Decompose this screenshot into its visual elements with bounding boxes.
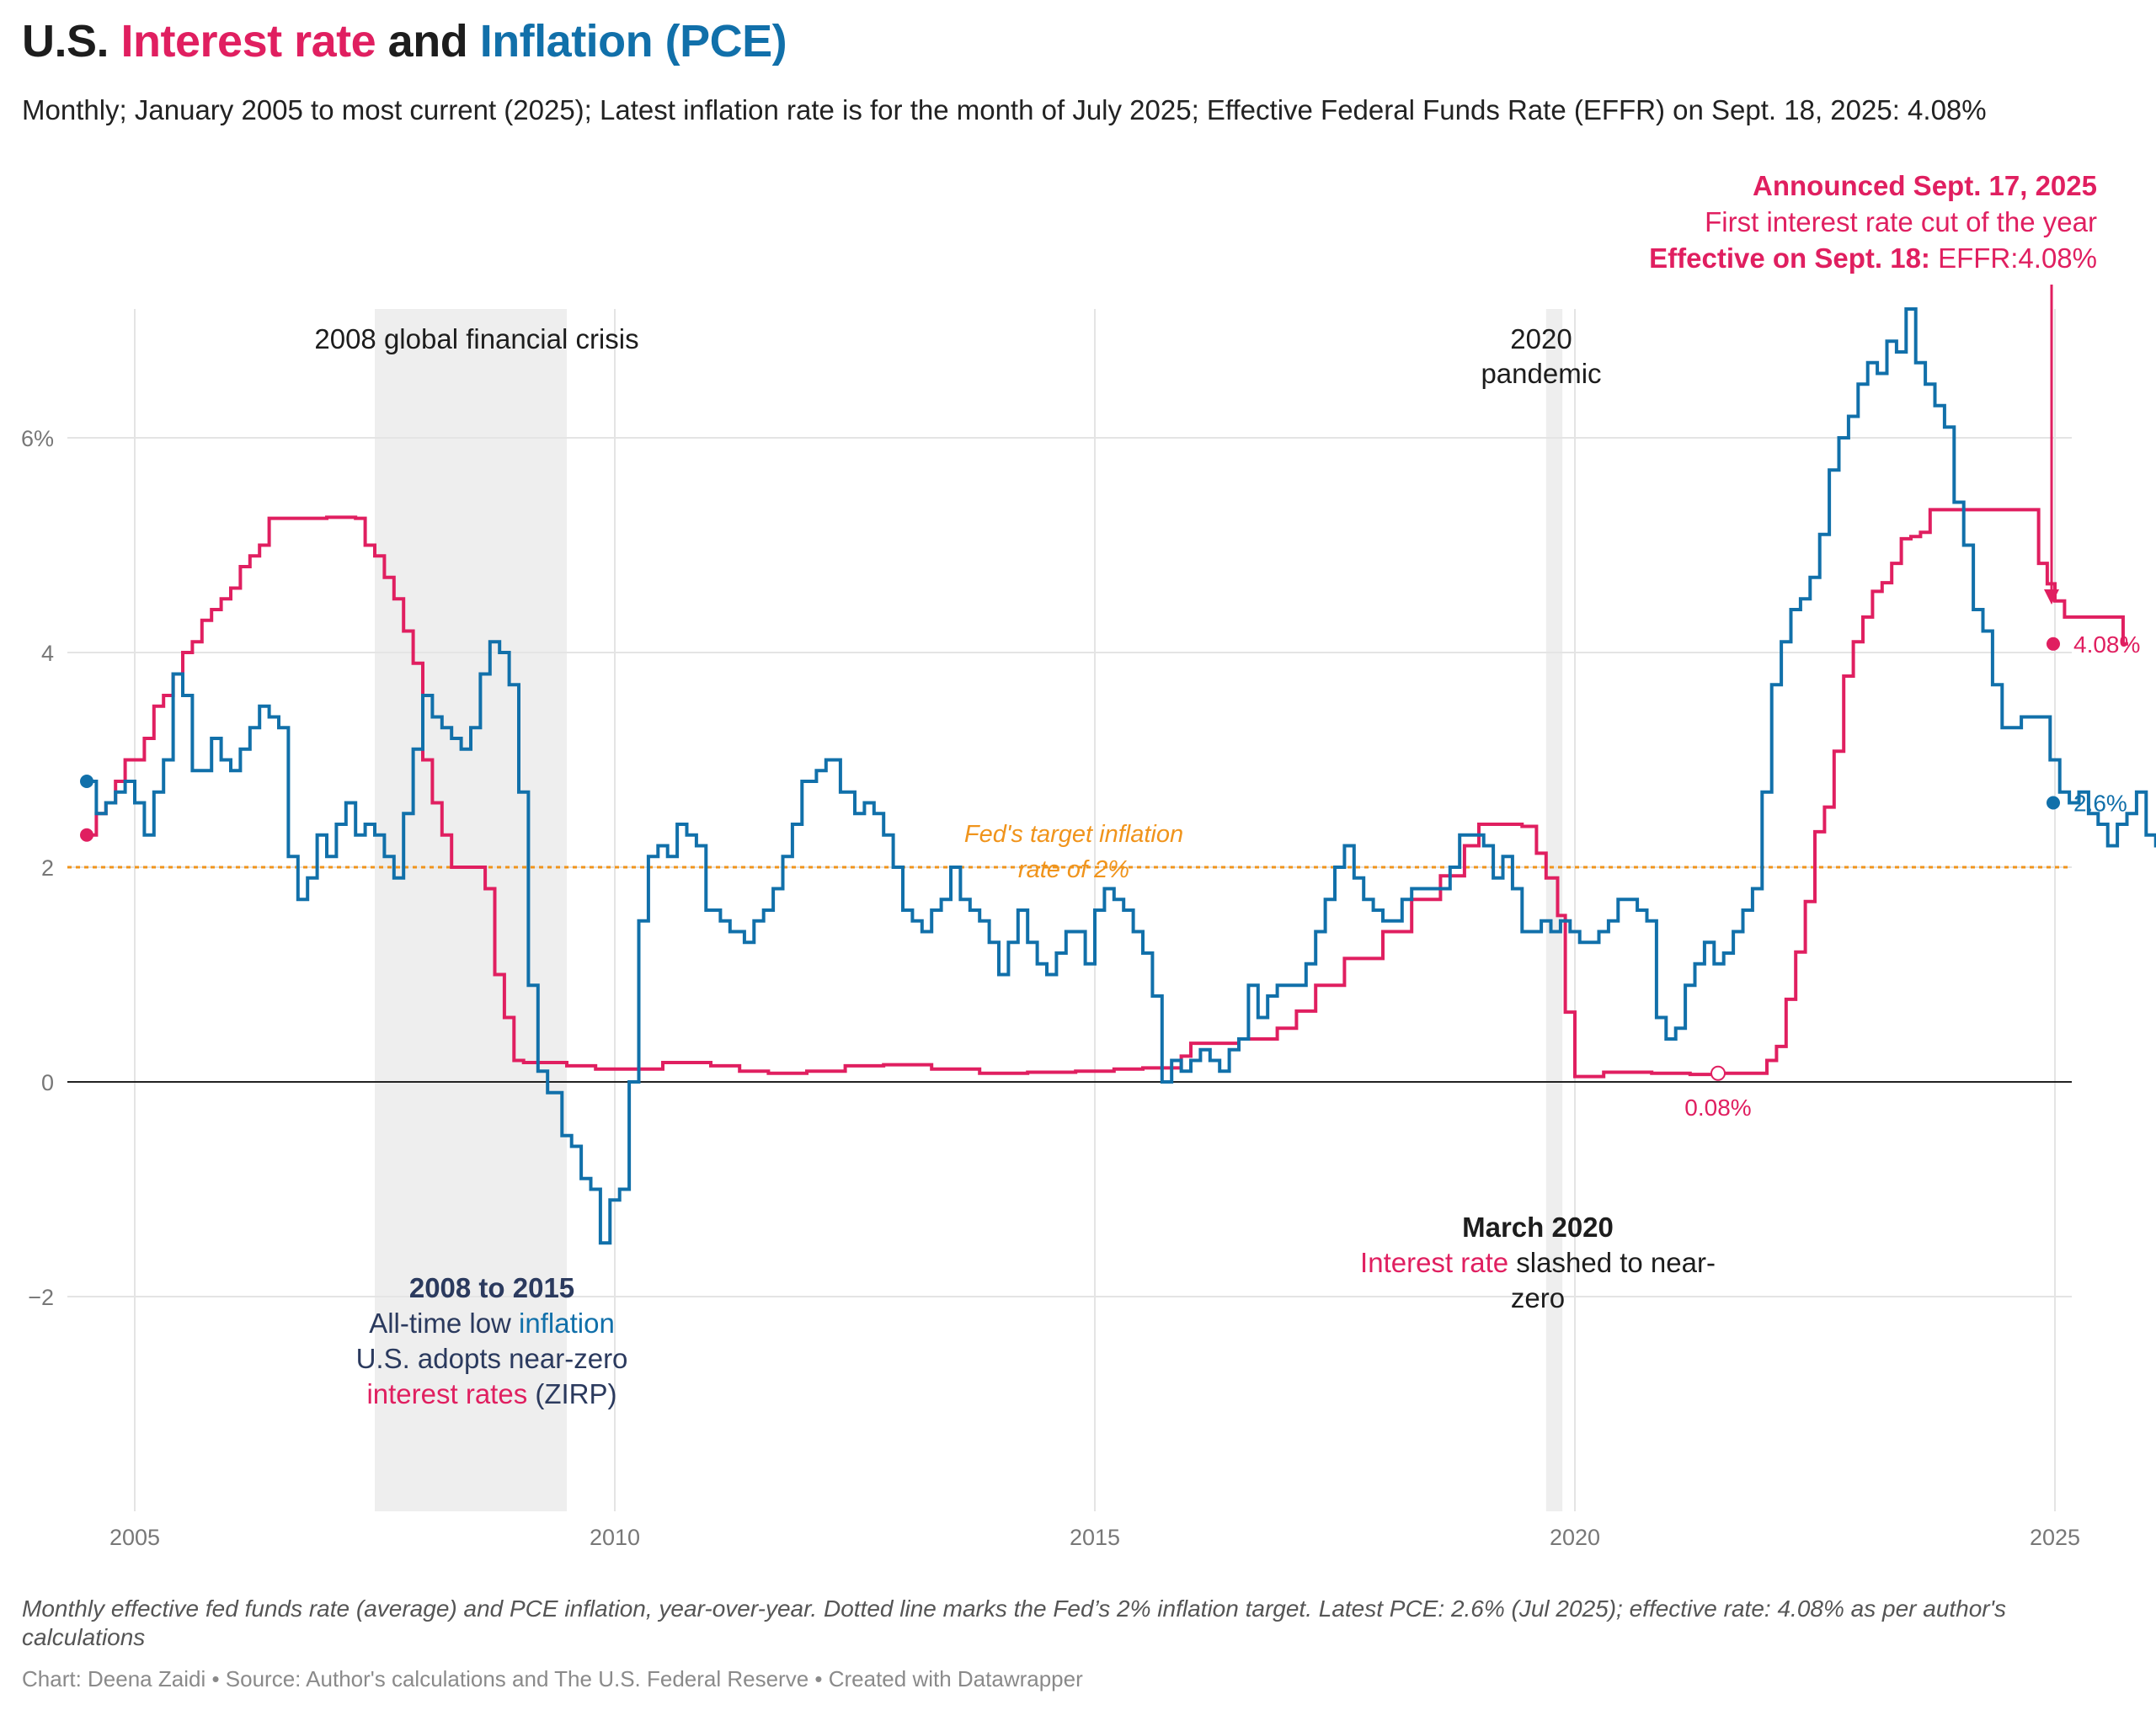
shade-pandemic [1545,309,1563,1511]
target-label-line1-part: Fed's target inflation [964,821,1183,848]
pandemic-label-line2: pandemic [1481,358,1601,389]
announce-line2: First interest rate cut of the year [1705,206,2097,237]
y-tick-label: −2 [28,1285,54,1310]
announce-line3-part: Effective on Sept. 18: [1649,242,1930,274]
target-label-line1: Fed's target inflation [964,821,1183,848]
financial-crisis-label: 2008 global financial crisis [314,323,638,354]
march2020-line2-part: slashed to near- [1508,1247,1716,1278]
inflation-end-label-part: 2.6% [2073,791,2127,817]
inflation-series-line [87,307,2156,1245]
announce-arrow-head [2044,589,2059,605]
x-tick-label: 2015 [1070,1525,1120,1550]
low-rate-marker [1710,1065,1726,1081]
x-tick-label: 2010 [590,1525,640,1550]
x-tick-label: 2025 [2030,1525,2080,1550]
inflation-end-dot [2047,796,2060,810]
pandemic-label-line2-part: pandemic [1481,358,1601,389]
announce-line2-part: First interest rate cut of the year [1705,206,2097,237]
announce-line3: Effective on Sept. 18: EFFR:4.08% [1649,242,2097,274]
inflation-end-label: 2.6% [2073,791,2127,817]
zirp-line2-part: inflation [519,1308,615,1339]
zirp-line1: 2008 to 2015 [409,1272,574,1303]
zirp-line1-part: 2008 to 2015 [409,1272,574,1303]
zirp-line4-part: interest rates [366,1378,527,1409]
rate-end-label: 4.08% [2073,631,2140,658]
announce-line3-part: EFFR:4.08% [1930,242,2097,274]
low-rate-label-part: 0.08% [1684,1095,1751,1121]
y-tick-label: 4 [41,641,54,666]
zirp-line2: All-time low inflation [369,1308,615,1339]
march2020-line2: Interest rate slashed to near- [1360,1247,1716,1278]
march2020-line3: zero [1511,1282,1565,1313]
shade-financial-crisis [375,309,567,1511]
financial-crisis-label-part: 2008 global financial crisis [314,323,638,354]
chart-subtitle: Monthly; January 2005 to most current (2… [22,94,1987,125]
inflation-start-dot [80,775,93,788]
rate-end-dot [2047,637,2060,651]
pandemic-label-line1: 2020 [1510,323,1572,354]
rate-start-dot [80,828,93,842]
march2020-line2-part: Interest rate [1360,1247,1508,1278]
x-tick-label: 2005 [109,1525,160,1550]
title-rate: Interest rate [120,16,376,67]
x-tick-label: 2020 [1550,1525,1600,1550]
title-inflation: Inflation (PCE) [479,16,787,67]
byline: Chart: Deena Zaidi • Source: Author's ca… [22,1666,1083,1691]
march2020-line1-part: March 2020 [1462,1212,1614,1243]
zirp-line4: interest rates (ZIRP) [366,1378,616,1409]
y-tick-label: 0 [41,1070,54,1095]
footnote: Monthly effective fed funds rate (averag… [22,1595,2006,1650]
announce-line1-part: Announced Sept. 17, 2025 [1753,170,2097,201]
y-tick-label: 6% [21,426,54,451]
y-tick-label: 2 [41,855,54,881]
chart-area: 2005 2010 2015 2020 2025 6% 4 2 0 −2 Fed's target… [21,170,2156,1550]
target-label-line2: rate of 2% [1018,856,1129,883]
low-rate-label: 0.08% [1684,1095,1751,1121]
title-prefix: U.S. [22,16,121,67]
zirp-line4-part: (ZIRP) [527,1378,616,1409]
march2020-line1: March 2020 [1462,1212,1614,1243]
march2020-line3-part: zero [1511,1282,1565,1313]
rate-series-line [87,508,2128,1079]
announce-line1: Announced Sept. 17, 2025 [1753,170,2097,201]
pandemic-label-line1-part: 2020 [1510,323,1572,354]
rate-end-label-part: 4.08% [2073,631,2140,658]
zirp-line2-part: All-time low [369,1308,519,1339]
title-mid: and [376,16,480,67]
zirp-line3-part: U.S. adopts near-zero [356,1343,628,1374]
target-label-line2-part: rate of 2% [1018,856,1129,883]
chart-title: U.S. Interest rate and Inflation (PCE) [22,15,787,67]
zirp-line3: U.S. adopts near-zero [356,1343,628,1374]
